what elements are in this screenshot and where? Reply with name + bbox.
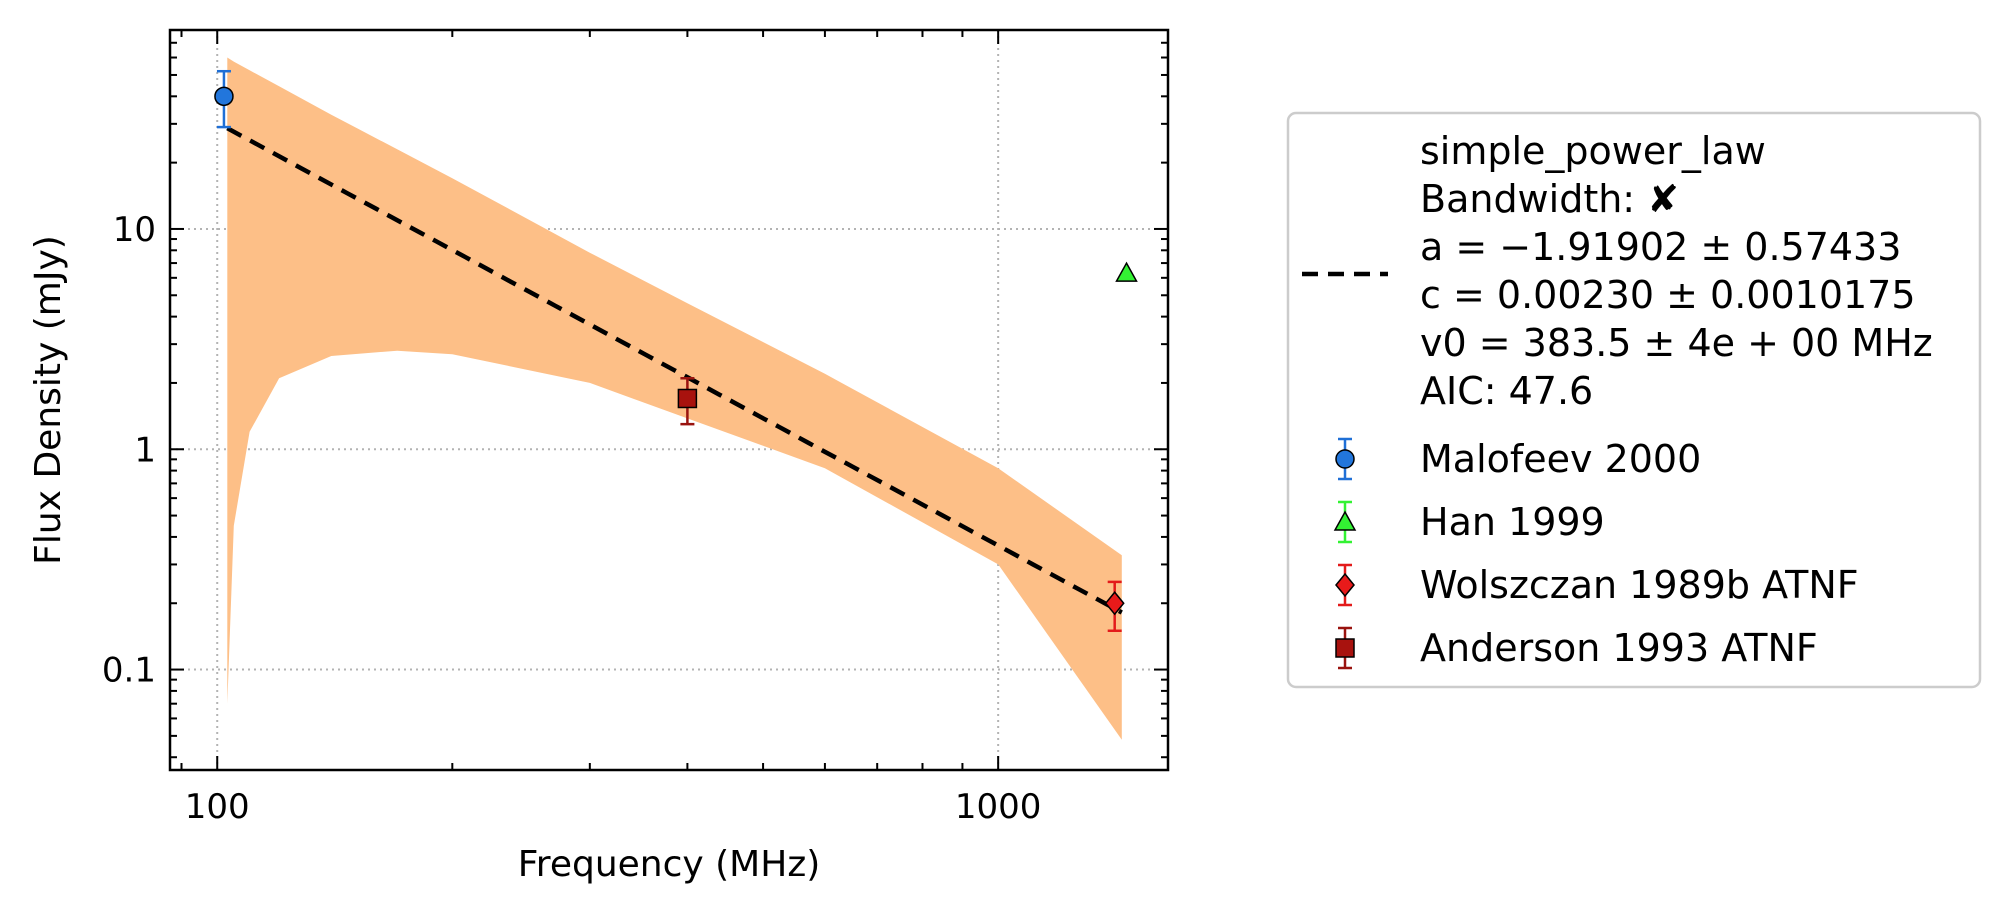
data-point-triangle — [1115, 261, 1138, 282]
x-axis-label: Frequency (MHz) — [518, 844, 821, 885]
plot-frame — [168, 28, 1170, 772]
legend-fit-model: simple_power_law — [1420, 129, 1766, 173]
legend-label: Anderson 1993 ATNF — [1420, 626, 1818, 670]
fit-uncertainty-band-area — [227, 57, 1122, 740]
y-tick-label: 1 — [134, 430, 156, 470]
data-points — [214, 69, 1138, 633]
x-tick-label: 1000 — [955, 787, 1042, 827]
legend-fit-param-c: c = 0.00230 ± 0.0010175 — [1420, 273, 1916, 317]
data-point-diamond — [1104, 591, 1125, 616]
y-axis-label: Flux Density (mJy) — [28, 235, 69, 565]
legend-marker-circle — [1335, 449, 1355, 469]
legend-marker-square — [1335, 638, 1355, 658]
data-point-square — [677, 388, 698, 409]
fit-line — [226, 126, 1123, 615]
x-tick-label: 100 — [185, 787, 250, 827]
legend-marker-diamond — [1335, 572, 1355, 598]
grid-lines — [170, 30, 1168, 770]
data-point-circle — [214, 86, 234, 107]
axis-ticks — [170, 29, 1168, 770]
legend-frame — [1286, 111, 1982, 689]
legend-fit-param-v0: v0 = 383.5 ± 4e + 00 MHz — [1420, 321, 1933, 365]
legend-entries: Malofeev 2000 Han 1999 Wolszczan 1989b ATN… — [1333, 437, 1859, 670]
y-tick-label: 10 — [113, 210, 156, 250]
legend-marker-triangle — [1333, 510, 1357, 531]
fit-uncertainty-band — [227, 57, 1122, 740]
fit-line-group — [226, 126, 1123, 615]
y-tick-label: 0.1 — [102, 651, 156, 691]
legend-label: Han 1999 — [1420, 500, 1605, 544]
legend-label: Malofeev 2000 — [1420, 437, 1701, 481]
legend-label: Wolszczan 1989b ATNF — [1420, 563, 1859, 607]
legend: simple_power_law Bandwidth: ✘ a = −1.919… — [1286, 111, 1982, 689]
legend-fit-param-a: a = −1.91902 ± 0.57433 — [1420, 225, 1901, 269]
legend-fit-aic: AIC: 47.6 — [1420, 369, 1593, 413]
tick-labels: 100 1000 0.1 1 10 — [102, 210, 1042, 827]
legend-fit-bandwidth: Bandwidth: ✘ — [1420, 177, 1679, 221]
